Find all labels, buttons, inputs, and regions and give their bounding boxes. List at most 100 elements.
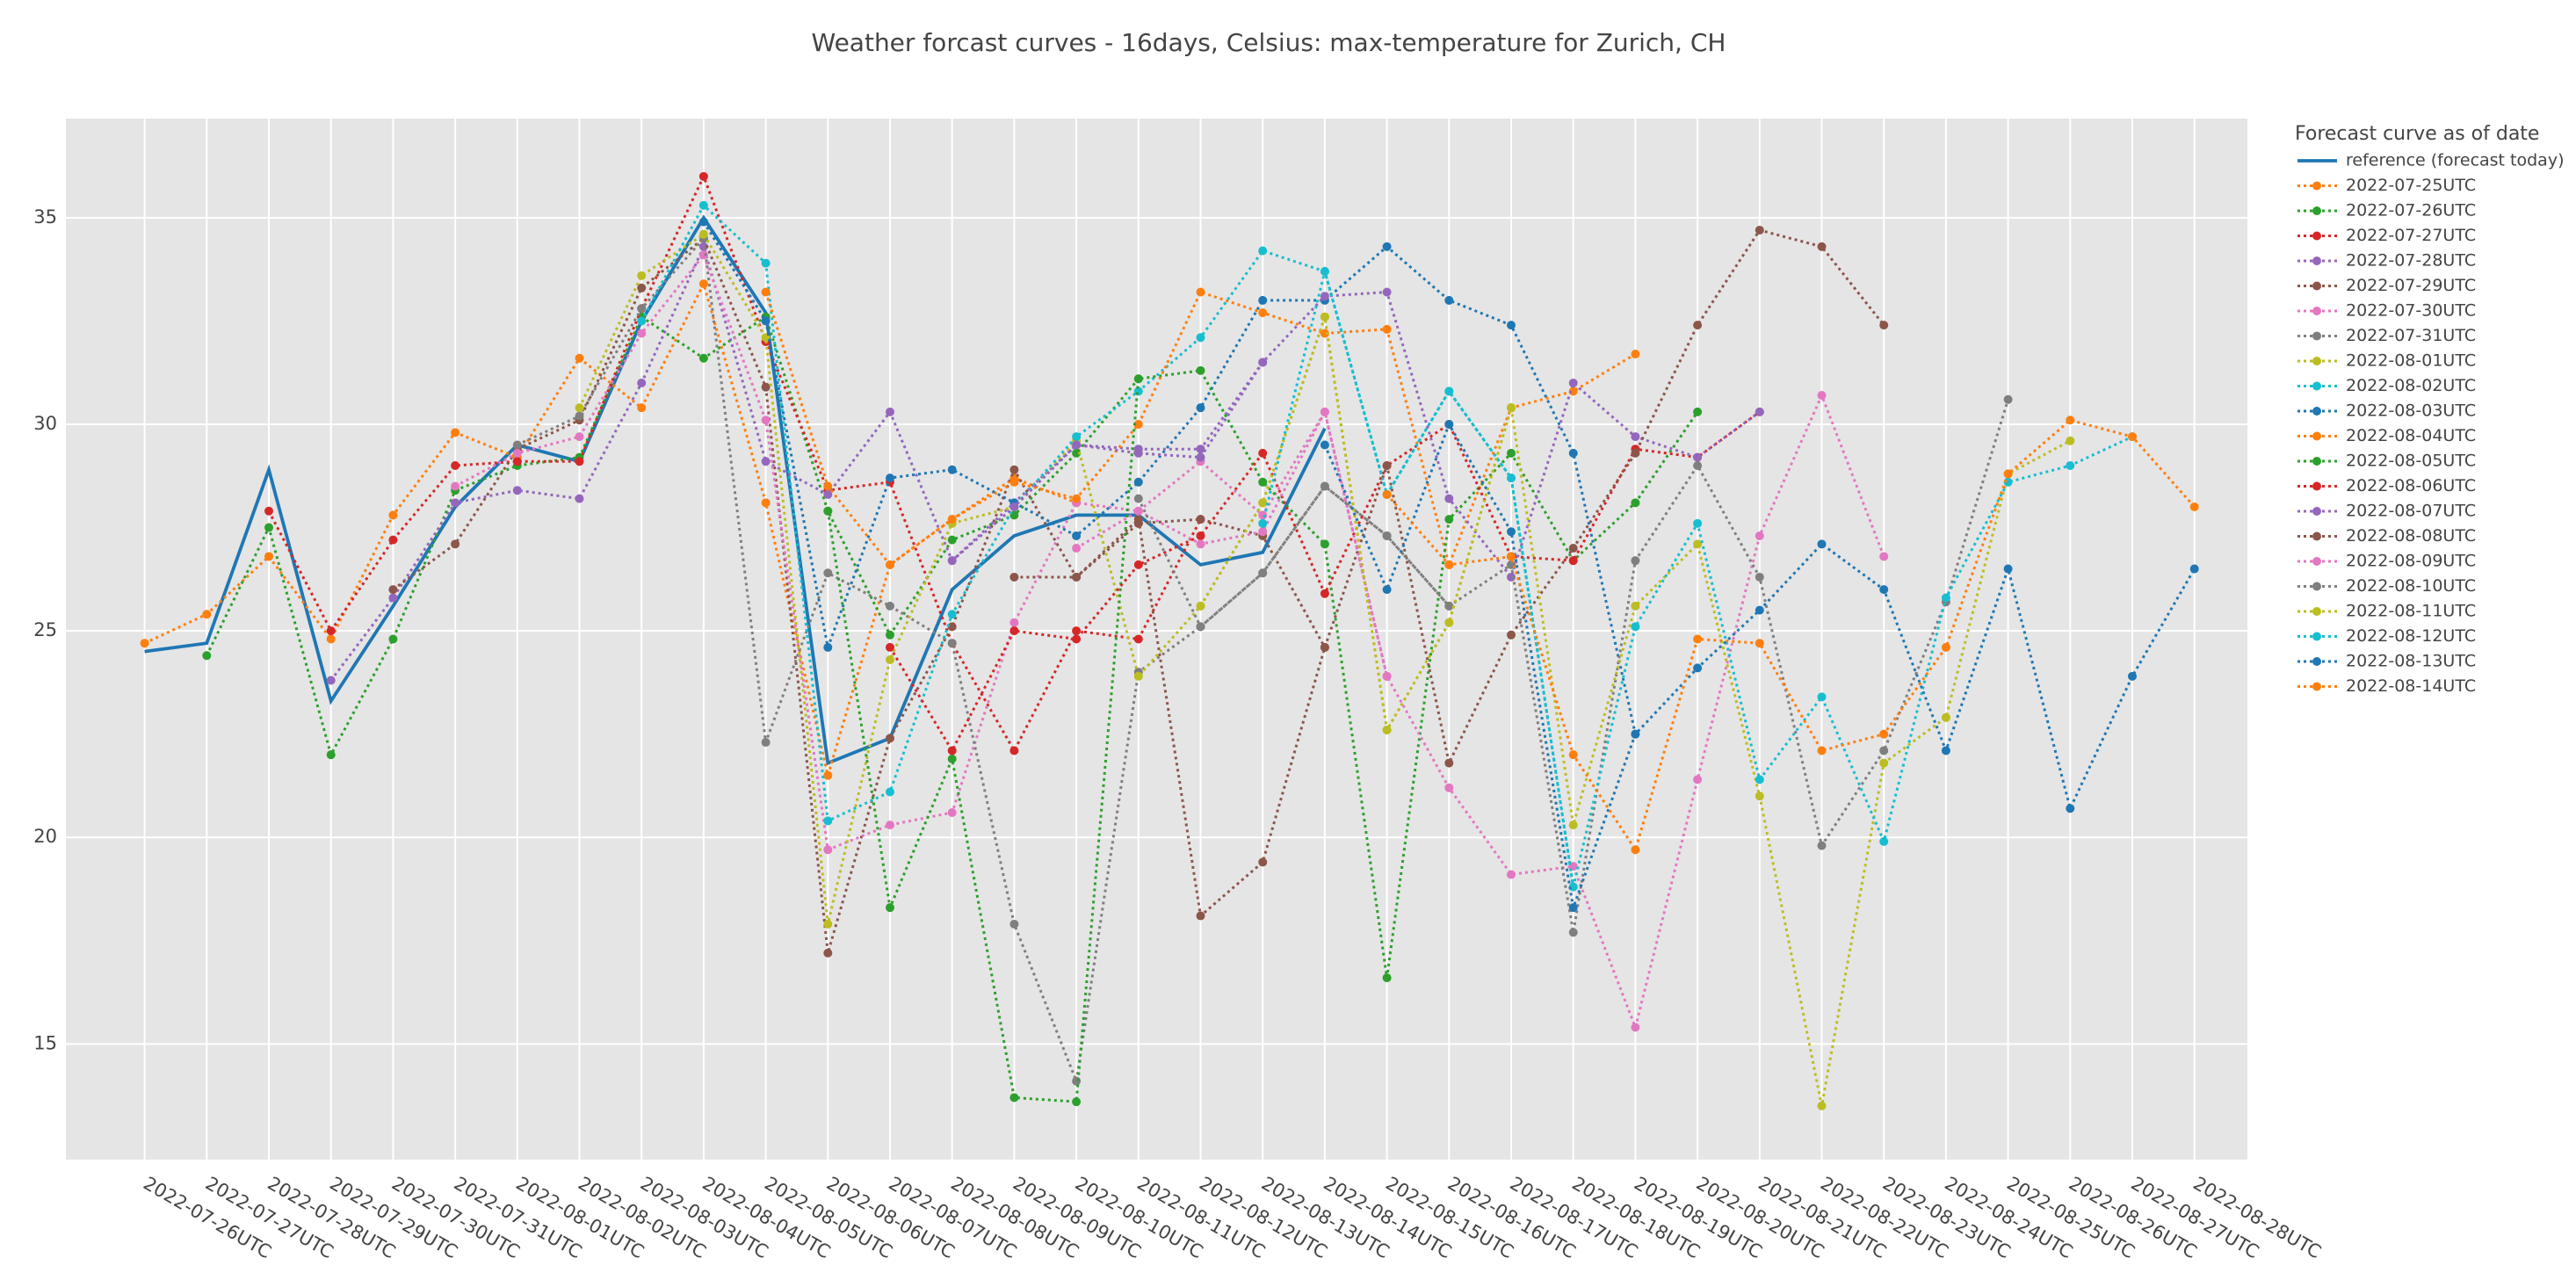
data-point bbox=[1507, 403, 1516, 413]
legend-marker bbox=[2312, 582, 2321, 591]
legend: Forecast curve as of date reference (fore… bbox=[2295, 123, 2564, 696]
data-point bbox=[1382, 324, 1392, 334]
data-point bbox=[1320, 642, 1329, 652]
data-point bbox=[1133, 477, 1143, 487]
legend-marker bbox=[2312, 657, 2321, 666]
data-point bbox=[1382, 585, 1392, 595]
data-point bbox=[1568, 448, 1578, 458]
data-point bbox=[575, 353, 584, 363]
data-point bbox=[1133, 494, 1143, 503]
data-point bbox=[1009, 618, 1019, 627]
data-point bbox=[1693, 775, 1703, 784]
data-point bbox=[1196, 539, 1205, 549]
data-point bbox=[1196, 287, 1205, 297]
data-point bbox=[512, 440, 522, 450]
data-point bbox=[1507, 552, 1516, 561]
data-point bbox=[1382, 671, 1392, 681]
data-point bbox=[823, 816, 833, 826]
legend-marker bbox=[2312, 381, 2321, 391]
legend-label: 2022-08-13UTC bbox=[2346, 652, 2476, 671]
data-point bbox=[761, 316, 771, 326]
data-point bbox=[1258, 498, 1268, 508]
data-point bbox=[388, 634, 398, 644]
data-point bbox=[1133, 419, 1143, 429]
data-point bbox=[388, 585, 398, 595]
data-point bbox=[947, 515, 957, 524]
data-point bbox=[1568, 820, 1578, 830]
data-point bbox=[1631, 622, 1640, 632]
data-point bbox=[1693, 539, 1703, 549]
data-point bbox=[1072, 494, 1082, 503]
series-line bbox=[826, 369, 1699, 1103]
legend-label: 2022-07-28UTC bbox=[2346, 251, 2476, 271]
legend-label: 2022-07-30UTC bbox=[2346, 301, 2476, 321]
legend-marker bbox=[2312, 481, 2321, 491]
data-point bbox=[575, 411, 584, 421]
legend-marker bbox=[2312, 331, 2321, 341]
data-point bbox=[1258, 448, 1268, 458]
data-point bbox=[947, 639, 957, 648]
data-point bbox=[2003, 564, 2013, 574]
data-point bbox=[1196, 622, 1205, 632]
series-line bbox=[578, 232, 1513, 925]
data-point bbox=[326, 626, 336, 636]
data-point bbox=[1568, 903, 1578, 913]
data-point bbox=[140, 639, 149, 648]
data-point bbox=[1009, 919, 1019, 929]
data-point bbox=[1941, 593, 1950, 603]
legend-marker bbox=[2312, 531, 2321, 541]
data-point bbox=[1320, 481, 1329, 491]
data-point bbox=[1568, 378, 1578, 387]
series-line bbox=[1323, 421, 2196, 914]
data-point bbox=[947, 556, 957, 566]
series-line bbox=[143, 279, 1077, 781]
data-point bbox=[823, 481, 833, 491]
data-point bbox=[1879, 552, 1889, 561]
data-point bbox=[1879, 746, 1889, 755]
data-point bbox=[2066, 804, 2075, 813]
data-point bbox=[1258, 477, 1268, 487]
data-point bbox=[1133, 634, 1143, 644]
data-point bbox=[1258, 527, 1268, 537]
data-point bbox=[1382, 531, 1392, 540]
data-point bbox=[264, 552, 273, 561]
data-point bbox=[1196, 452, 1205, 462]
series-line bbox=[951, 290, 1761, 581]
data-point bbox=[2003, 394, 2013, 404]
data-point bbox=[1507, 630, 1516, 640]
data-point bbox=[1568, 928, 1578, 937]
data-point bbox=[1755, 775, 1764, 784]
data-point bbox=[1196, 911, 1205, 921]
data-point bbox=[1196, 333, 1205, 343]
data-point bbox=[1568, 750, 1578, 760]
data-point bbox=[388, 510, 398, 520]
data-point bbox=[1009, 1093, 1019, 1102]
data-point bbox=[512, 448, 522, 458]
data-point bbox=[1755, 531, 1764, 540]
data-point bbox=[1817, 242, 1827, 251]
data-point bbox=[202, 610, 212, 619]
data-point bbox=[886, 630, 894, 640]
data-point bbox=[1817, 692, 1827, 702]
data-point bbox=[761, 498, 771, 508]
data-point bbox=[326, 676, 336, 685]
series-line bbox=[144, 214, 1327, 766]
data-point bbox=[1133, 448, 1143, 458]
series-line bbox=[329, 242, 1264, 682]
data-point bbox=[1382, 973, 1392, 983]
legend-marker bbox=[2312, 307, 2321, 315]
data-point bbox=[1755, 639, 1764, 648]
data-point bbox=[698, 353, 708, 363]
data-point bbox=[326, 634, 336, 644]
data-point bbox=[1444, 419, 1454, 429]
data-point bbox=[1258, 518, 1268, 528]
legend-marker bbox=[2312, 407, 2321, 416]
legend-marker bbox=[2312, 607, 2321, 616]
data-point bbox=[886, 655, 894, 665]
data-point bbox=[1444, 783, 1454, 792]
legend-marker bbox=[2312, 557, 2321, 566]
series-line bbox=[205, 314, 1140, 759]
data-point bbox=[1817, 1101, 1827, 1110]
data-point bbox=[1320, 292, 1329, 301]
